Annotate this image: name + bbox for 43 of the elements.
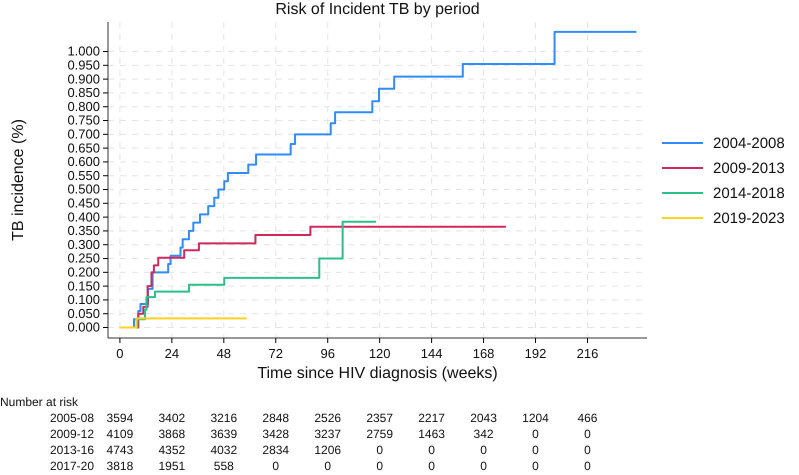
text: Number at risk xyxy=(0,395,80,409)
legend-label: 2004-2008 xyxy=(713,135,785,152)
y-tick-label: 0.700 xyxy=(67,126,100,142)
y-tick-label: 0.600 xyxy=(67,154,100,170)
y-tick-label: 0.550 xyxy=(67,168,100,183)
y-tick-label: 0.450 xyxy=(67,195,100,210)
x-axis-title: Time since HIV diagnosis (weeks) xyxy=(257,365,498,382)
x-tick-label: 96 xyxy=(320,346,335,362)
y-tick-label: 0.250 xyxy=(67,250,100,266)
y-tick-label: 0.050 xyxy=(67,306,100,321)
y-tick-label: 0.150 xyxy=(67,278,100,294)
text: 2013-16 4743 4352 4032 2834 1206 0 0 0 0 0 xyxy=(50,443,591,457)
chart-title: Risk of Incident TB by period xyxy=(275,1,480,18)
y-tick-label: 0.950 xyxy=(67,57,100,72)
y-tick-label: 0.800 xyxy=(67,98,100,114)
y-tick-label: 0.900 xyxy=(67,71,100,86)
y-tick-label: 0.650 xyxy=(67,140,100,156)
text: 2005-08 3594 3402 3216 2848 2526 2357 2217 2043 1204 466 xyxy=(50,411,598,425)
x-tick-label: 72 xyxy=(268,346,283,362)
legend-label: 2009-2013 xyxy=(713,160,785,177)
y-tick-label: 0.350 xyxy=(67,223,100,238)
x-tick-label: 24 xyxy=(164,346,180,362)
x-tick-label: 120 xyxy=(368,346,391,362)
y-tick-label: 0.100 xyxy=(67,292,100,308)
y-tick-label: 0.850 xyxy=(67,85,100,100)
text: 2009-12 4109 3868 3639 3428 3237 2759 1463 342 0 0 xyxy=(50,427,591,441)
legend-label: 2014-2018 xyxy=(713,185,785,202)
y-tick-label: 0.200 xyxy=(67,264,100,280)
x-tick-label: 144 xyxy=(420,346,442,362)
y-axis-title: TB incidence (%) xyxy=(10,119,27,241)
y-tick-label: 0.750 xyxy=(67,112,100,128)
x-tick-label: 168 xyxy=(472,346,494,362)
x-tick-label: 216 xyxy=(576,346,598,362)
y-tick-label: 0.500 xyxy=(67,182,100,197)
x-tick-label: 48 xyxy=(216,346,232,362)
x-tick-label: 0 xyxy=(116,346,124,362)
x-tick-label: 192 xyxy=(524,346,546,362)
legend-label: 2019-2023 xyxy=(713,210,785,227)
y-tick-label: 0.400 xyxy=(67,209,100,224)
text: 2017-20 3818 1951 558 0 0 0 0 0 0 0 xyxy=(50,459,591,473)
y-tick-label: 0.300 xyxy=(67,236,100,252)
y-tick-label: 0.000 xyxy=(67,320,100,335)
y-tick-label: 1.000 xyxy=(67,44,100,59)
